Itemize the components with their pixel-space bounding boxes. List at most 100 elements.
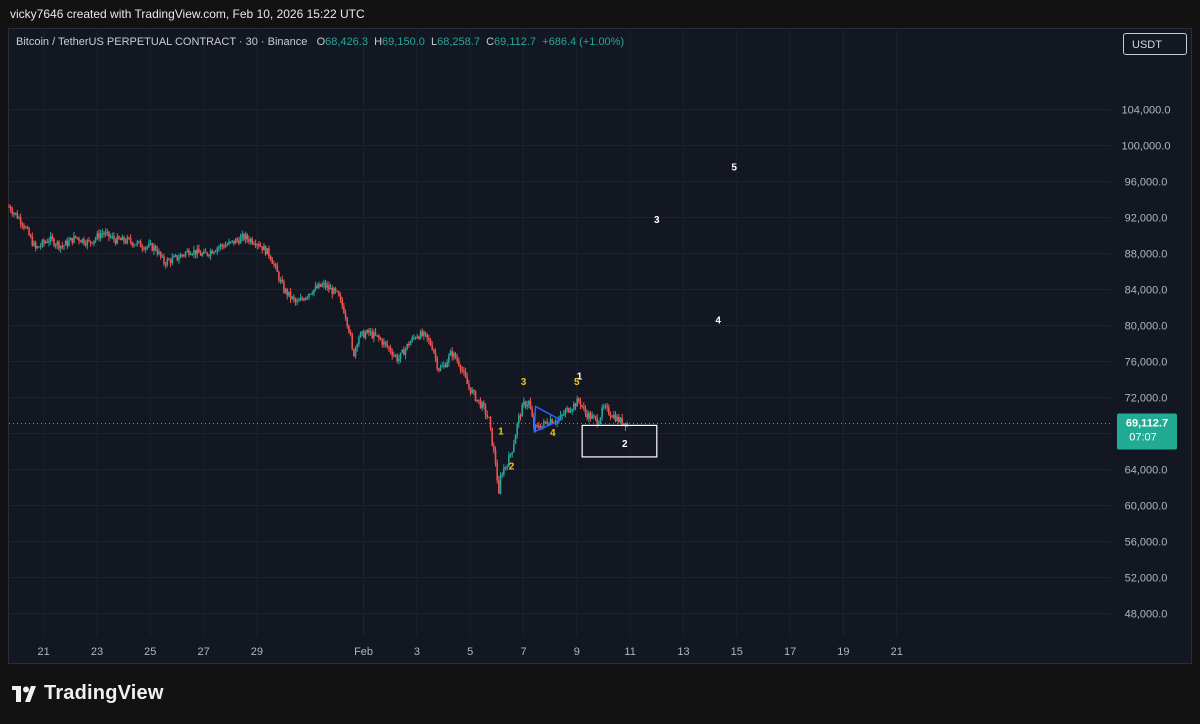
candle-body (119, 238, 122, 241)
candle-body (473, 390, 475, 392)
wave-label: 5 (574, 377, 580, 388)
candle-body (508, 455, 510, 467)
candle-body (546, 422, 548, 425)
candle-body (11, 210, 14, 214)
x-tick-label: 21 (891, 646, 903, 658)
candle-body (384, 341, 387, 344)
candle-body (234, 239, 237, 244)
candle-body (338, 291, 340, 297)
candle-body (166, 259, 169, 265)
y-tick-label: 52,000.0 (1125, 573, 1168, 585)
candle-body (214, 251, 217, 253)
candle-body (24, 227, 27, 229)
candle-body (616, 416, 618, 422)
candle-body (246, 234, 249, 240)
candle-body (614, 414, 617, 422)
candle-body (143, 248, 145, 250)
candle-body (558, 419, 560, 421)
candle-body (279, 279, 282, 281)
candle-body (291, 296, 294, 299)
candle-body (23, 225, 25, 228)
candle-body (21, 223, 24, 226)
candle-body (226, 244, 229, 246)
candle-body (414, 337, 417, 339)
candle-body (463, 370, 465, 372)
candle-body (361, 331, 364, 333)
candle-body (98, 233, 100, 239)
candle-body (304, 297, 307, 301)
candle-body (141, 247, 144, 249)
x-tick-label: 29 (251, 646, 263, 658)
candle-body (514, 435, 517, 445)
candle-body (326, 285, 329, 288)
candle-body (158, 251, 160, 254)
candle-body (413, 337, 415, 339)
candle-body (501, 474, 503, 476)
candle-body (604, 406, 607, 408)
candle-body (348, 325, 350, 332)
candle-body (493, 445, 495, 451)
candle-body (421, 331, 424, 336)
candle-body (314, 286, 317, 290)
candle-body (401, 349, 404, 353)
candle-body (19, 217, 22, 224)
candle-body (254, 244, 257, 246)
candle-body (194, 250, 197, 255)
candle-body (118, 236, 120, 239)
candle-body (79, 240, 82, 243)
candle-body (571, 409, 573, 412)
candle-body (233, 240, 235, 244)
candle-body (323, 282, 325, 285)
candle-body (606, 406, 608, 408)
candle-body (74, 235, 77, 238)
chart-panel[interactable] (8, 28, 1192, 664)
triangle-pattern[interactable] (533, 405, 563, 433)
candle-body (464, 371, 467, 378)
candle-body (366, 329, 369, 334)
candle-body (349, 331, 352, 335)
candle-body (466, 377, 468, 384)
candle-body (621, 417, 623, 425)
candle-body (281, 279, 284, 283)
candle-body (573, 403, 575, 410)
candle-body (49, 236, 52, 241)
candle-body (148, 243, 150, 247)
currency-button[interactable]: USDT (1123, 33, 1187, 55)
candle-body (488, 416, 490, 418)
change-value: +686.4 (+1.00%) (542, 36, 625, 48)
candle-body (399, 352, 402, 359)
candle-body (201, 253, 204, 256)
candle-body (374, 332, 377, 336)
candle-body (358, 337, 360, 345)
x-tick-label: 7 (520, 646, 526, 658)
candle-body (424, 332, 427, 334)
candle-body (528, 400, 530, 405)
y-tick-label: 84,000.0 (1125, 285, 1168, 297)
candle-body (586, 413, 588, 419)
high-label: H (374, 36, 383, 48)
candle-body (584, 408, 587, 414)
candle-body (99, 234, 102, 239)
candle-body (276, 265, 279, 273)
candle-body (273, 263, 275, 265)
candle-body (224, 245, 227, 248)
candle-body (33, 242, 35, 246)
symbol-title[interactable]: Bitcoin / TetherUS PERPETUAL CONTRACT · … (16, 36, 308, 48)
candle-body (211, 250, 214, 254)
candle-body (598, 423, 600, 425)
target-box[interactable] (581, 424, 658, 458)
wave-label: 1 (498, 426, 504, 437)
candle-body (96, 233, 99, 239)
candle-body (124, 241, 127, 243)
candle-body (248, 239, 250, 242)
high-value: 69,150.0 (382, 36, 425, 48)
candle-body (64, 240, 67, 246)
candle-body (318, 283, 320, 288)
candle-body (223, 246, 225, 248)
x-tick-label: 17 (784, 646, 796, 658)
candle-body (163, 256, 165, 264)
candle-body (183, 255, 185, 257)
candle-body (434, 352, 437, 358)
candle-body (38, 246, 40, 248)
